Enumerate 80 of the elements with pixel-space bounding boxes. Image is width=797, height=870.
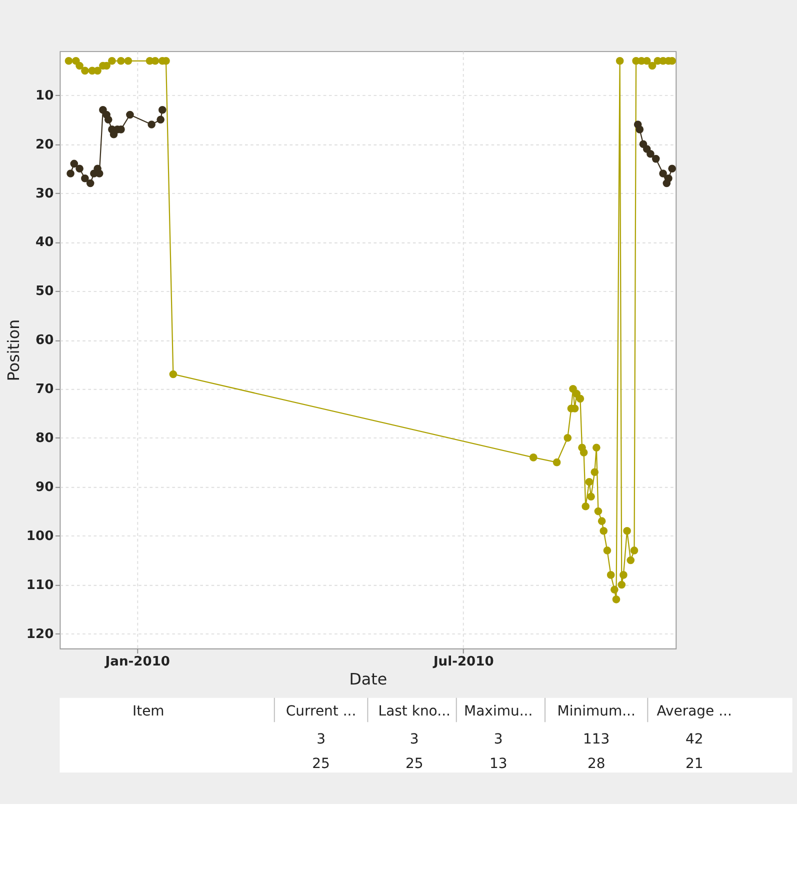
y-tick-label: 40 (36, 235, 54, 250)
point (668, 164, 676, 172)
point (648, 62, 656, 70)
text: 42 (685, 732, 704, 748)
point (576, 394, 584, 403)
point (104, 116, 112, 124)
point (86, 179, 94, 188)
text: 13 (489, 756, 508, 772)
x-axis-title: Date (349, 669, 388, 688)
point (603, 546, 612, 554)
point (81, 174, 89, 182)
point (623, 526, 631, 535)
x-tick-label: Jan-2010 (104, 654, 170, 670)
point (626, 556, 635, 564)
point (664, 174, 672, 182)
point (592, 444, 600, 452)
y-tick-label: 20 (36, 137, 54, 152)
text: Average ... (656, 704, 732, 720)
point (70, 160, 78, 168)
x-tick-label: Jul-2010 (432, 654, 494, 670)
point (582, 502, 590, 510)
point (81, 66, 89, 75)
text: 21 (685, 756, 704, 772)
point (636, 126, 644, 134)
text: 3 (410, 732, 419, 748)
point (587, 492, 595, 501)
point (659, 170, 667, 178)
point (158, 106, 166, 114)
y-tick-label: 100 (26, 528, 54, 544)
text: 3 (316, 732, 326, 748)
point (616, 56, 624, 65)
point (148, 120, 156, 128)
y-axis-title: Position (4, 319, 23, 382)
text: 113 (583, 732, 610, 748)
point (108, 56, 116, 65)
point (630, 546, 638, 554)
y-tick-label: 70 (36, 382, 54, 398)
text: 28 (587, 756, 606, 772)
text: Current ... (286, 704, 356, 720)
text: 3 (494, 732, 503, 748)
point (117, 56, 125, 65)
point (76, 164, 84, 172)
text: 25 (405, 756, 424, 772)
text: Minimum... (557, 704, 636, 720)
point (580, 448, 588, 456)
point (564, 434, 572, 442)
y-tick-label: 80 (36, 431, 54, 446)
point (590, 468, 599, 476)
y-tick-label: 90 (36, 480, 54, 496)
point (600, 526, 608, 535)
y-tick-label: 110 (26, 578, 54, 593)
y-tick-label: 10 (36, 88, 54, 104)
point (652, 154, 660, 163)
point (552, 458, 561, 466)
point (94, 66, 102, 75)
point (612, 596, 620, 604)
point (529, 454, 538, 462)
text: Last kno... (378, 704, 450, 720)
text: Maximu... (464, 704, 533, 720)
text: Item (132, 704, 164, 720)
point (66, 170, 74, 178)
point (618, 580, 626, 589)
point (156, 116, 164, 124)
point (76, 62, 84, 70)
point (169, 370, 178, 378)
point (126, 110, 134, 119)
y-tick-label: 60 (36, 333, 54, 348)
point (610, 586, 618, 594)
point (598, 517, 606, 525)
point (646, 150, 654, 158)
y-tick-label: 120 (26, 626, 54, 642)
point (64, 56, 73, 65)
point (620, 571, 628, 579)
point (606, 571, 615, 579)
point (585, 478, 594, 486)
point (124, 56, 132, 65)
y-tick-label: 30 (36, 186, 54, 202)
point (594, 507, 602, 516)
y-tick-label: 50 (36, 284, 54, 300)
text: 25 (312, 756, 330, 772)
